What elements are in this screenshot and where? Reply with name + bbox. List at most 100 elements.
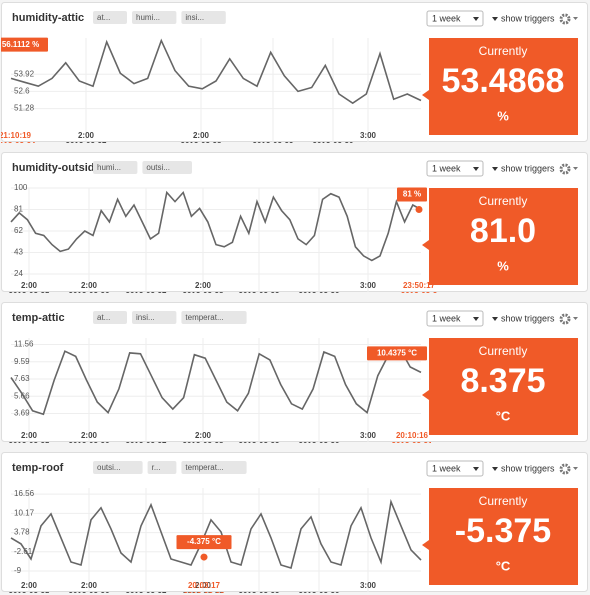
tooltip-time: 23:50:17 [403, 281, 436, 290]
x-tick-date: 2013-03-26 [69, 591, 110, 593]
tooltip-time: 20:03:17 [188, 581, 221, 590]
tag-label: temperat... [185, 463, 223, 472]
x-tick-time: 2:00 [193, 131, 210, 140]
y-tick-label: 51.28 [14, 104, 35, 113]
widget: temp-roof outsi... r... temperat... 1 week sh… [1, 452, 588, 593]
tooltip-date: 2013-03-24 [1, 141, 36, 143]
tag-label: outsi... [146, 163, 170, 172]
widget-title: humidity-outside [12, 162, 101, 174]
show-triggers[interactable]: show triggers [501, 13, 555, 23]
current-value: 8.375 [460, 362, 545, 400]
x-tick-date: 2013-03-28 [183, 291, 224, 293]
x-tick-date: 2013-03-27 [126, 441, 167, 443]
x-tick-date: 2013-03-29 [253, 141, 294, 143]
tag-label: insi... [136, 313, 155, 322]
widget-title: temp-attic [12, 312, 65, 324]
tag[interactable] [93, 11, 127, 24]
tag[interactable] [147, 461, 177, 474]
tooltip-date: 2013-03-31 [392, 441, 433, 443]
x-tick-date: 2013-03-26 [69, 441, 110, 443]
range-select[interactable] [426, 460, 484, 477]
settings-gear[interactable] [559, 313, 571, 325]
current-unit: °C [496, 408, 511, 423]
tooltip-date: 2013-03-28 [184, 591, 225, 593]
triggers-caret [492, 167, 498, 171]
x-tick-date: 2013-03-27 [126, 291, 167, 293]
y-tick-label: 100 [14, 183, 28, 192]
triggers-caret [492, 17, 498, 21]
settings-gear[interactable] [559, 13, 571, 25]
show-triggers[interactable]: show triggers [501, 463, 555, 473]
y-tick-label: 11.56 [14, 340, 34, 349]
current-box [429, 338, 578, 435]
x-tick-time: 2:00 [195, 281, 212, 290]
current-value: -5.375 [455, 512, 551, 550]
settings-gear[interactable] [559, 463, 571, 475]
x-tick-date: 2013-03-30 [313, 141, 354, 143]
y-tick-label: 52.6 [14, 87, 30, 96]
x-tick-time: 2:00 [81, 581, 98, 590]
show-triggers[interactable]: show triggers [501, 163, 555, 173]
tag-label: at... [97, 313, 110, 322]
tag[interactable] [132, 311, 177, 324]
y-tick-label: 81 [14, 205, 23, 214]
x-tick-date: 2013-03-30 [299, 291, 340, 293]
current-box [429, 38, 578, 135]
tag-label: at... [97, 13, 110, 22]
x-tick-time: 2:00 [78, 131, 95, 140]
y-tick-label: -2.61 [14, 547, 33, 556]
x-tick-time: 3:00 [360, 431, 377, 440]
tooltip-label: -4.375 °C [187, 537, 221, 546]
range-caret [473, 317, 479, 321]
current-pointer [422, 90, 429, 100]
settings-caret [573, 317, 578, 320]
x-tick-time: 3:00 [360, 581, 377, 590]
widget-title: humidity-attic [12, 12, 84, 24]
range-select[interactable] [426, 10, 484, 27]
settings-caret [573, 167, 578, 170]
show-triggers[interactable]: show triggers [501, 313, 555, 323]
tag[interactable] [142, 161, 192, 174]
tag[interactable] [181, 461, 247, 474]
tag-label: humi... [136, 13, 160, 22]
x-tick-date: 2013-03-29 [239, 291, 280, 293]
range-caret [473, 167, 479, 171]
y-tick-label: 10.17 [14, 508, 35, 517]
tooltip-label: 81 % [403, 190, 421, 199]
tooltip-label: 56.1112 % [2, 40, 39, 49]
x-tick-time: 2:00 [195, 431, 212, 440]
y-tick-label: 24 [14, 269, 23, 278]
tag[interactable] [132, 11, 177, 24]
settings-caret [573, 17, 578, 20]
tooltip-box [367, 346, 427, 361]
tag[interactable] [93, 461, 143, 474]
widget: humidity-attic at... humi... insi... 1 week s… [1, 2, 588, 143]
range-select-label: 1 week [432, 463, 461, 473]
tag[interactable] [93, 311, 127, 324]
current-value: 53.4868 [442, 62, 565, 100]
range-select[interactable] [426, 310, 484, 327]
tag[interactable] [181, 311, 247, 324]
range-caret [473, 467, 479, 471]
x-tick-date: 2013-03-25 [9, 291, 50, 293]
tooltip-time: 20:10:16 [396, 431, 429, 440]
triggers-caret [492, 467, 498, 471]
y-tick-label: 43 [14, 248, 23, 257]
widget-title: temp-roof [12, 462, 64, 474]
current-label: Currently [479, 494, 528, 508]
x-tick-time: 2:00 [21, 281, 38, 290]
y-tick-label: 3.69 [14, 409, 30, 418]
y-tick-label: 5.66 [14, 391, 30, 400]
x-tick-date: 2013-03-29 [239, 591, 280, 593]
tag[interactable] [181, 11, 226, 24]
x-tick-date: 2013-03-30 [299, 591, 340, 593]
settings-gear[interactable] [559, 163, 571, 175]
range-select[interactable] [426, 160, 484, 177]
tag[interactable] [93, 161, 138, 174]
x-tick-time: 2:00 [195, 581, 212, 590]
current-pointer [422, 240, 429, 250]
x-tick-date: 2013-03-30 [299, 441, 340, 443]
widget: temp-attic at... insi... temperat... 1 week s… [1, 302, 588, 443]
